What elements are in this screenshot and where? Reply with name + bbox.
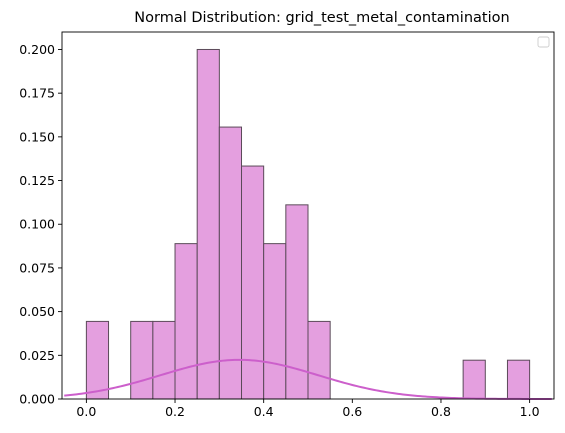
y-tick-label: 0.125: [19, 173, 55, 188]
y-tick-label: 0.175: [19, 86, 55, 101]
x-tick-label: 0.2: [165, 404, 185, 419]
y-tick-label: 0.200: [19, 42, 55, 57]
histogram-bar: [130, 320, 154, 400]
legend-box: [537, 36, 550, 48]
curve-group: [64, 358, 552, 400]
histogram-bar: [218, 126, 243, 400]
y-tick-label: 0.050: [19, 304, 55, 319]
histogram-bar: [152, 320, 176, 400]
x-tick-label: 0.4: [254, 404, 274, 419]
histogram-bar: [462, 359, 486, 400]
histogram-bar: [196, 48, 220, 400]
chart-title: Normal Distribution: grid_test_metal_con…: [134, 10, 509, 26]
x-tick-label: 0.0: [76, 404, 96, 419]
y-tick-label: 0.150: [19, 129, 55, 144]
histogram-bar: [174, 243, 198, 400]
x-tick-label: 0.6: [342, 404, 362, 419]
plot-frame: [61, 31, 555, 400]
x-tick-label: 0.8: [431, 404, 451, 419]
normal-curve: [64, 358, 552, 400]
y-axis: 0.000 0.025 0.050 0.075 0.100 0.125 0.150 0.175…: [19, 42, 62, 407]
x-axis: 0.0 0.2 0.4 0.6 0.8 1.0: [76, 399, 540, 419]
y-tick-label: 0.000: [19, 392, 55, 407]
histogram-bar: [506, 359, 531, 400]
x-tick-label: 1.0: [520, 404, 540, 419]
bars-group: [85, 48, 531, 400]
histogram-bar: [85, 320, 110, 400]
y-tick-label: 0.025: [19, 348, 55, 363]
histogram-bar: [263, 243, 287, 400]
histogram-bar: [307, 320, 331, 400]
y-tick-label: 0.075: [19, 260, 55, 275]
histogram-bar: [241, 165, 265, 400]
y-tick-label: 0.100: [19, 217, 55, 232]
